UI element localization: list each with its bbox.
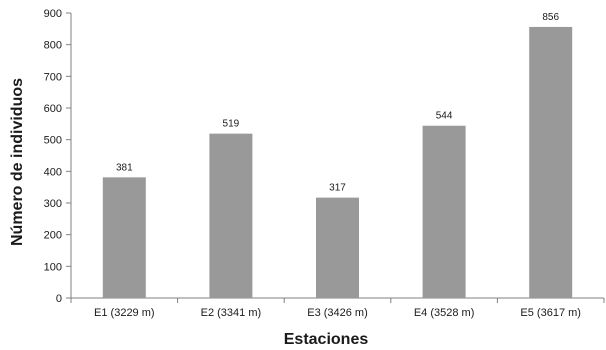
data-label-5: 856 bbox=[542, 12, 559, 23]
x-tick-label-1: E1 (3229 m) bbox=[94, 307, 155, 319]
data-label-4: 544 bbox=[436, 111, 453, 122]
y-tick-label: 400 bbox=[44, 166, 62, 178]
data-label-2: 519 bbox=[223, 119, 240, 130]
x-tick-label-3: E3 (3426 m) bbox=[307, 307, 368, 319]
bar-4 bbox=[422, 125, 466, 298]
axes bbox=[66, 12, 605, 303]
y-tick-label: 700 bbox=[44, 71, 62, 83]
data-label-3: 317 bbox=[329, 183, 346, 194]
y-tick-label: 100 bbox=[44, 261, 62, 273]
x-axis-title: Estaciones bbox=[284, 331, 369, 348]
y-tick-label: 600 bbox=[44, 103, 62, 115]
y-tick-label: 0 bbox=[56, 293, 62, 305]
y-tick-label: 800 bbox=[44, 40, 62, 52]
bar-3 bbox=[316, 197, 359, 298]
bar-5 bbox=[529, 26, 573, 299]
y-tick-label: 300 bbox=[44, 198, 62, 210]
labels: 0 100 200 300 400 500 600 700 800 900 381 E1 (3229 … bbox=[44, 8, 581, 319]
x-tick-label-2: E2 (3341 m) bbox=[201, 307, 262, 319]
x-tick-label-4: E4 (3528 m) bbox=[414, 307, 475, 319]
y-tick-label: 200 bbox=[44, 230, 62, 242]
y-tick-label: 500 bbox=[44, 135, 62, 147]
bar-1 bbox=[102, 177, 146, 298]
x-tick-label-5: E5 (3617 m) bbox=[520, 307, 581, 319]
bars bbox=[102, 26, 573, 299]
data-label-1: 381 bbox=[116, 162, 133, 173]
y-axis-title: Número de individuos bbox=[9, 78, 26, 246]
bar-2 bbox=[209, 133, 253, 298]
y-tick-label: 900 bbox=[44, 8, 62, 20]
